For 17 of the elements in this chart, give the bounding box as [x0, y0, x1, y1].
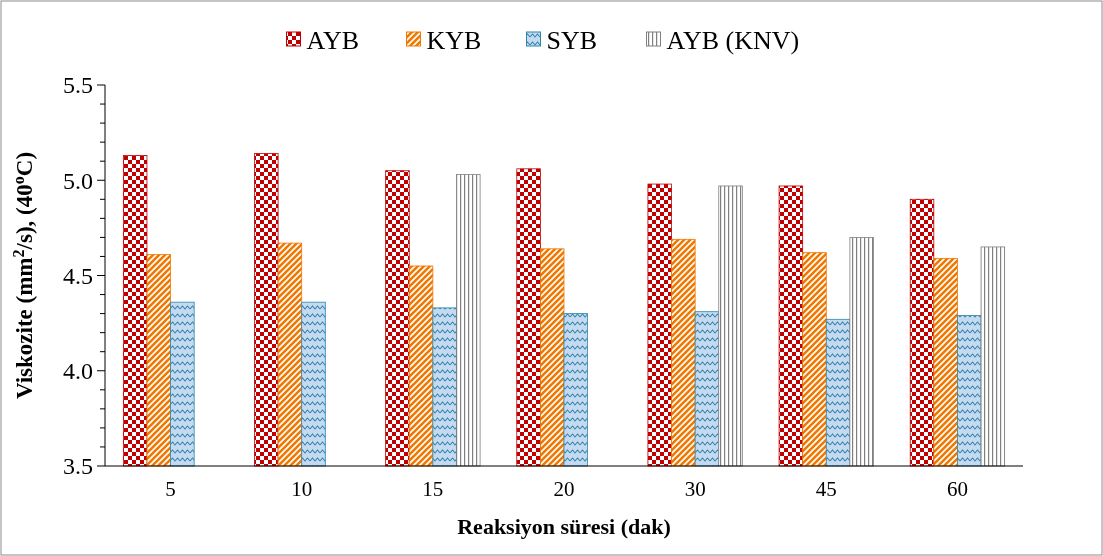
- x-tick-label: 10: [291, 477, 313, 501]
- x-tick-label: 5: [165, 477, 176, 501]
- text: 4.0: [63, 358, 93, 385]
- legend-label: KYB: [426, 26, 482, 56]
- y-tick-label: 3.5: [63, 453, 93, 480]
- x-tick-label: 30: [684, 477, 706, 501]
- legend-label: SYB: [546, 26, 598, 56]
- x-tick-label: 60: [946, 477, 968, 501]
- y-tick-label: 4.5: [63, 262, 93, 289]
- x-tick-label: 45: [815, 477, 837, 501]
- x-tick-label: 15: [422, 477, 444, 501]
- x-axis-title: Reaksiyon süresi (dak): [457, 514, 671, 539]
- legend-label: AYB: [306, 26, 360, 56]
- text: 5.0: [63, 167, 93, 194]
- x-tick-label: 20: [553, 477, 575, 501]
- legend-label: AYB (KNV): [666, 26, 800, 56]
- y-tick-label: 5.5: [63, 72, 93, 99]
